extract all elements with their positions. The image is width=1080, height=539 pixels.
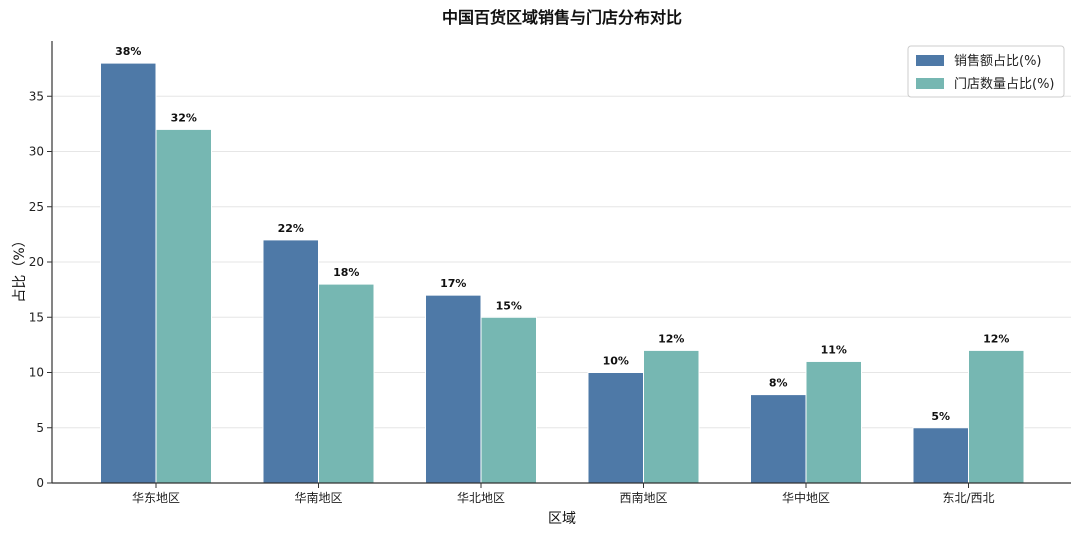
- legend-box: [907, 45, 1065, 98]
- bar-stores: [643, 349, 700, 484]
- x-tick-label: 华东地区: [132, 491, 180, 505]
- legend-swatch: [916, 55, 944, 66]
- data-label: 12%: [658, 332, 684, 345]
- x-tick-label: 华北地区: [457, 491, 505, 505]
- data-label: 11%: [821, 343, 847, 356]
- x-axis-label: 区域: [548, 511, 576, 527]
- bar-stores: [805, 360, 862, 484]
- bar-stores: [480, 316, 537, 484]
- bar-sales: [750, 394, 807, 484]
- data-label: 8%: [769, 377, 788, 390]
- y-tick-label: 0: [36, 476, 44, 490]
- data-label: 22%: [278, 222, 304, 235]
- axes-group: 0 5 10 15 20 25 30 35 华东地区 华南地区 华北地区 西南地区 华中地区 东北/西北: [29, 41, 1071, 505]
- data-label: 5%: [931, 410, 950, 423]
- y-tick-label: 10: [29, 366, 44, 380]
- gridlines: [52, 95, 1071, 429]
- data-labels-group: 38% 32% 22% 18% 17% 15% 10% 12% 8% 11% 5% 12%: [115, 45, 1009, 423]
- bar-stores: [318, 283, 375, 484]
- data-label: 32%: [171, 111, 197, 124]
- y-tick-label: 5: [36, 421, 44, 435]
- legend-swatch: [916, 78, 944, 89]
- legend: 销售额占比(%) 门店数量占比(%): [907, 45, 1065, 98]
- y-tick-label: 25: [29, 200, 44, 214]
- y-tick-label: 20: [29, 255, 44, 269]
- data-label: 18%: [333, 266, 359, 279]
- bar-sales: [100, 62, 157, 484]
- bar-sales: [912, 427, 969, 484]
- data-label: 10%: [603, 355, 629, 368]
- data-label: 38%: [115, 45, 141, 58]
- y-tick-label: 35: [29, 89, 44, 103]
- bar-stores: [968, 349, 1025, 484]
- data-label: 15%: [496, 299, 522, 312]
- bar-stores: [155, 128, 212, 484]
- x-tick-label: 西南地区: [619, 490, 667, 505]
- y-tick-label: 15: [29, 310, 44, 324]
- bar-sales: [262, 239, 319, 484]
- legend-label: 门店数量占比(%): [954, 77, 1055, 92]
- bar-sales: [587, 372, 644, 484]
- bars-group: [100, 62, 1025, 484]
- bar-sales: [425, 294, 482, 484]
- x-tick-label: 华中地区: [782, 490, 830, 505]
- x-tick-label: 华南地区: [294, 490, 342, 505]
- data-label: 17%: [440, 277, 466, 290]
- chart-title: 中国百货区域销售与门店分布对比: [442, 8, 682, 27]
- data-label: 12%: [983, 332, 1009, 345]
- y-axis-label: 占比（%）: [12, 233, 28, 302]
- legend-label: 销售额占比(%): [954, 53, 1042, 69]
- x-tick-label: 东北/西北: [942, 491, 994, 505]
- y-tick-label: 30: [29, 145, 44, 159]
